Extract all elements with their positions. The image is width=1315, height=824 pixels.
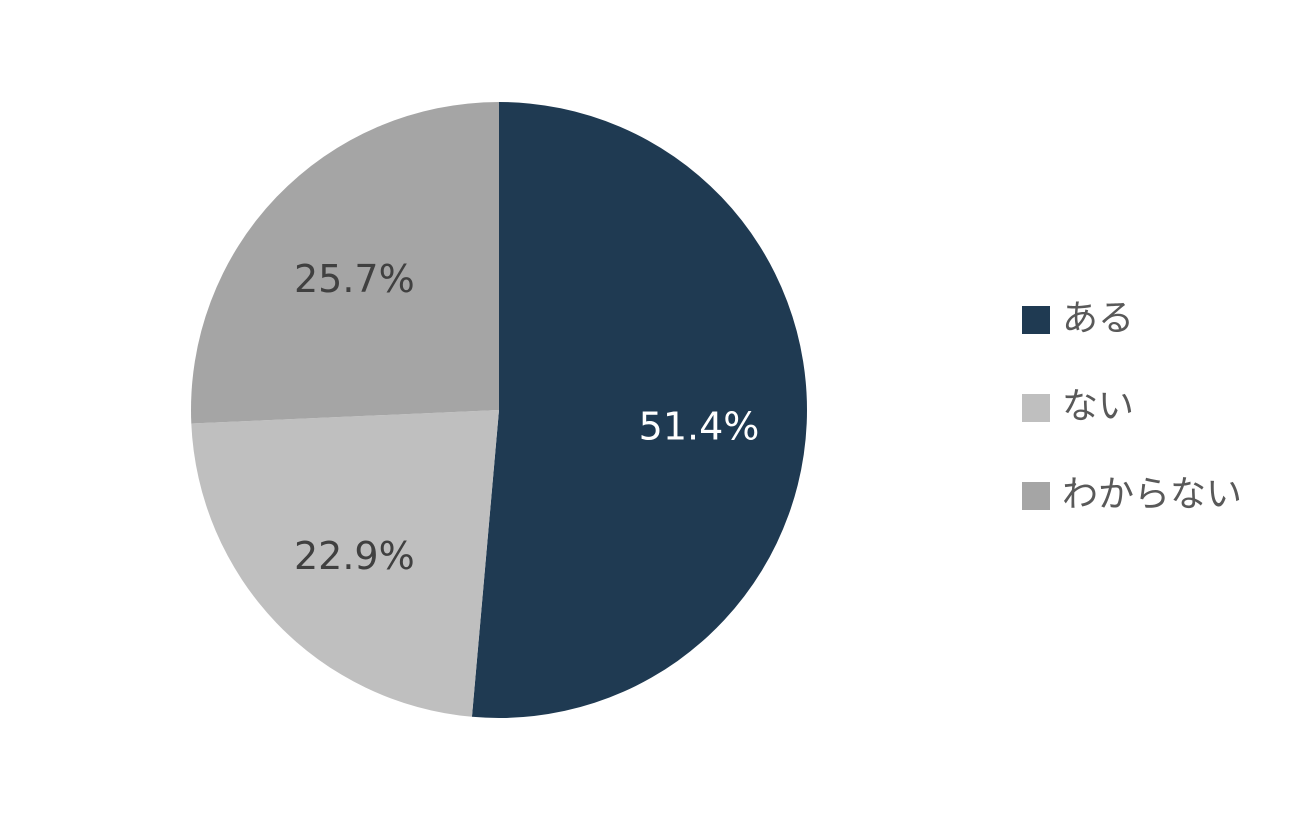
legend-label: ある <box>1062 298 1134 339</box>
pie-slice <box>191 410 499 717</box>
data-label: 51.4% <box>639 404 760 448</box>
legend-swatch <box>1022 394 1050 422</box>
legend-swatch <box>1022 482 1050 510</box>
pie-slice <box>471 102 807 718</box>
legend-label: ない <box>1062 386 1134 427</box>
legend-label: わからない <box>1062 474 1242 515</box>
data-label: 22.9% <box>294 534 415 578</box>
pie-slice <box>190 102 499 424</box>
legend-swatch <box>1022 306 1050 334</box>
data-label: 25.7% <box>294 257 415 301</box>
